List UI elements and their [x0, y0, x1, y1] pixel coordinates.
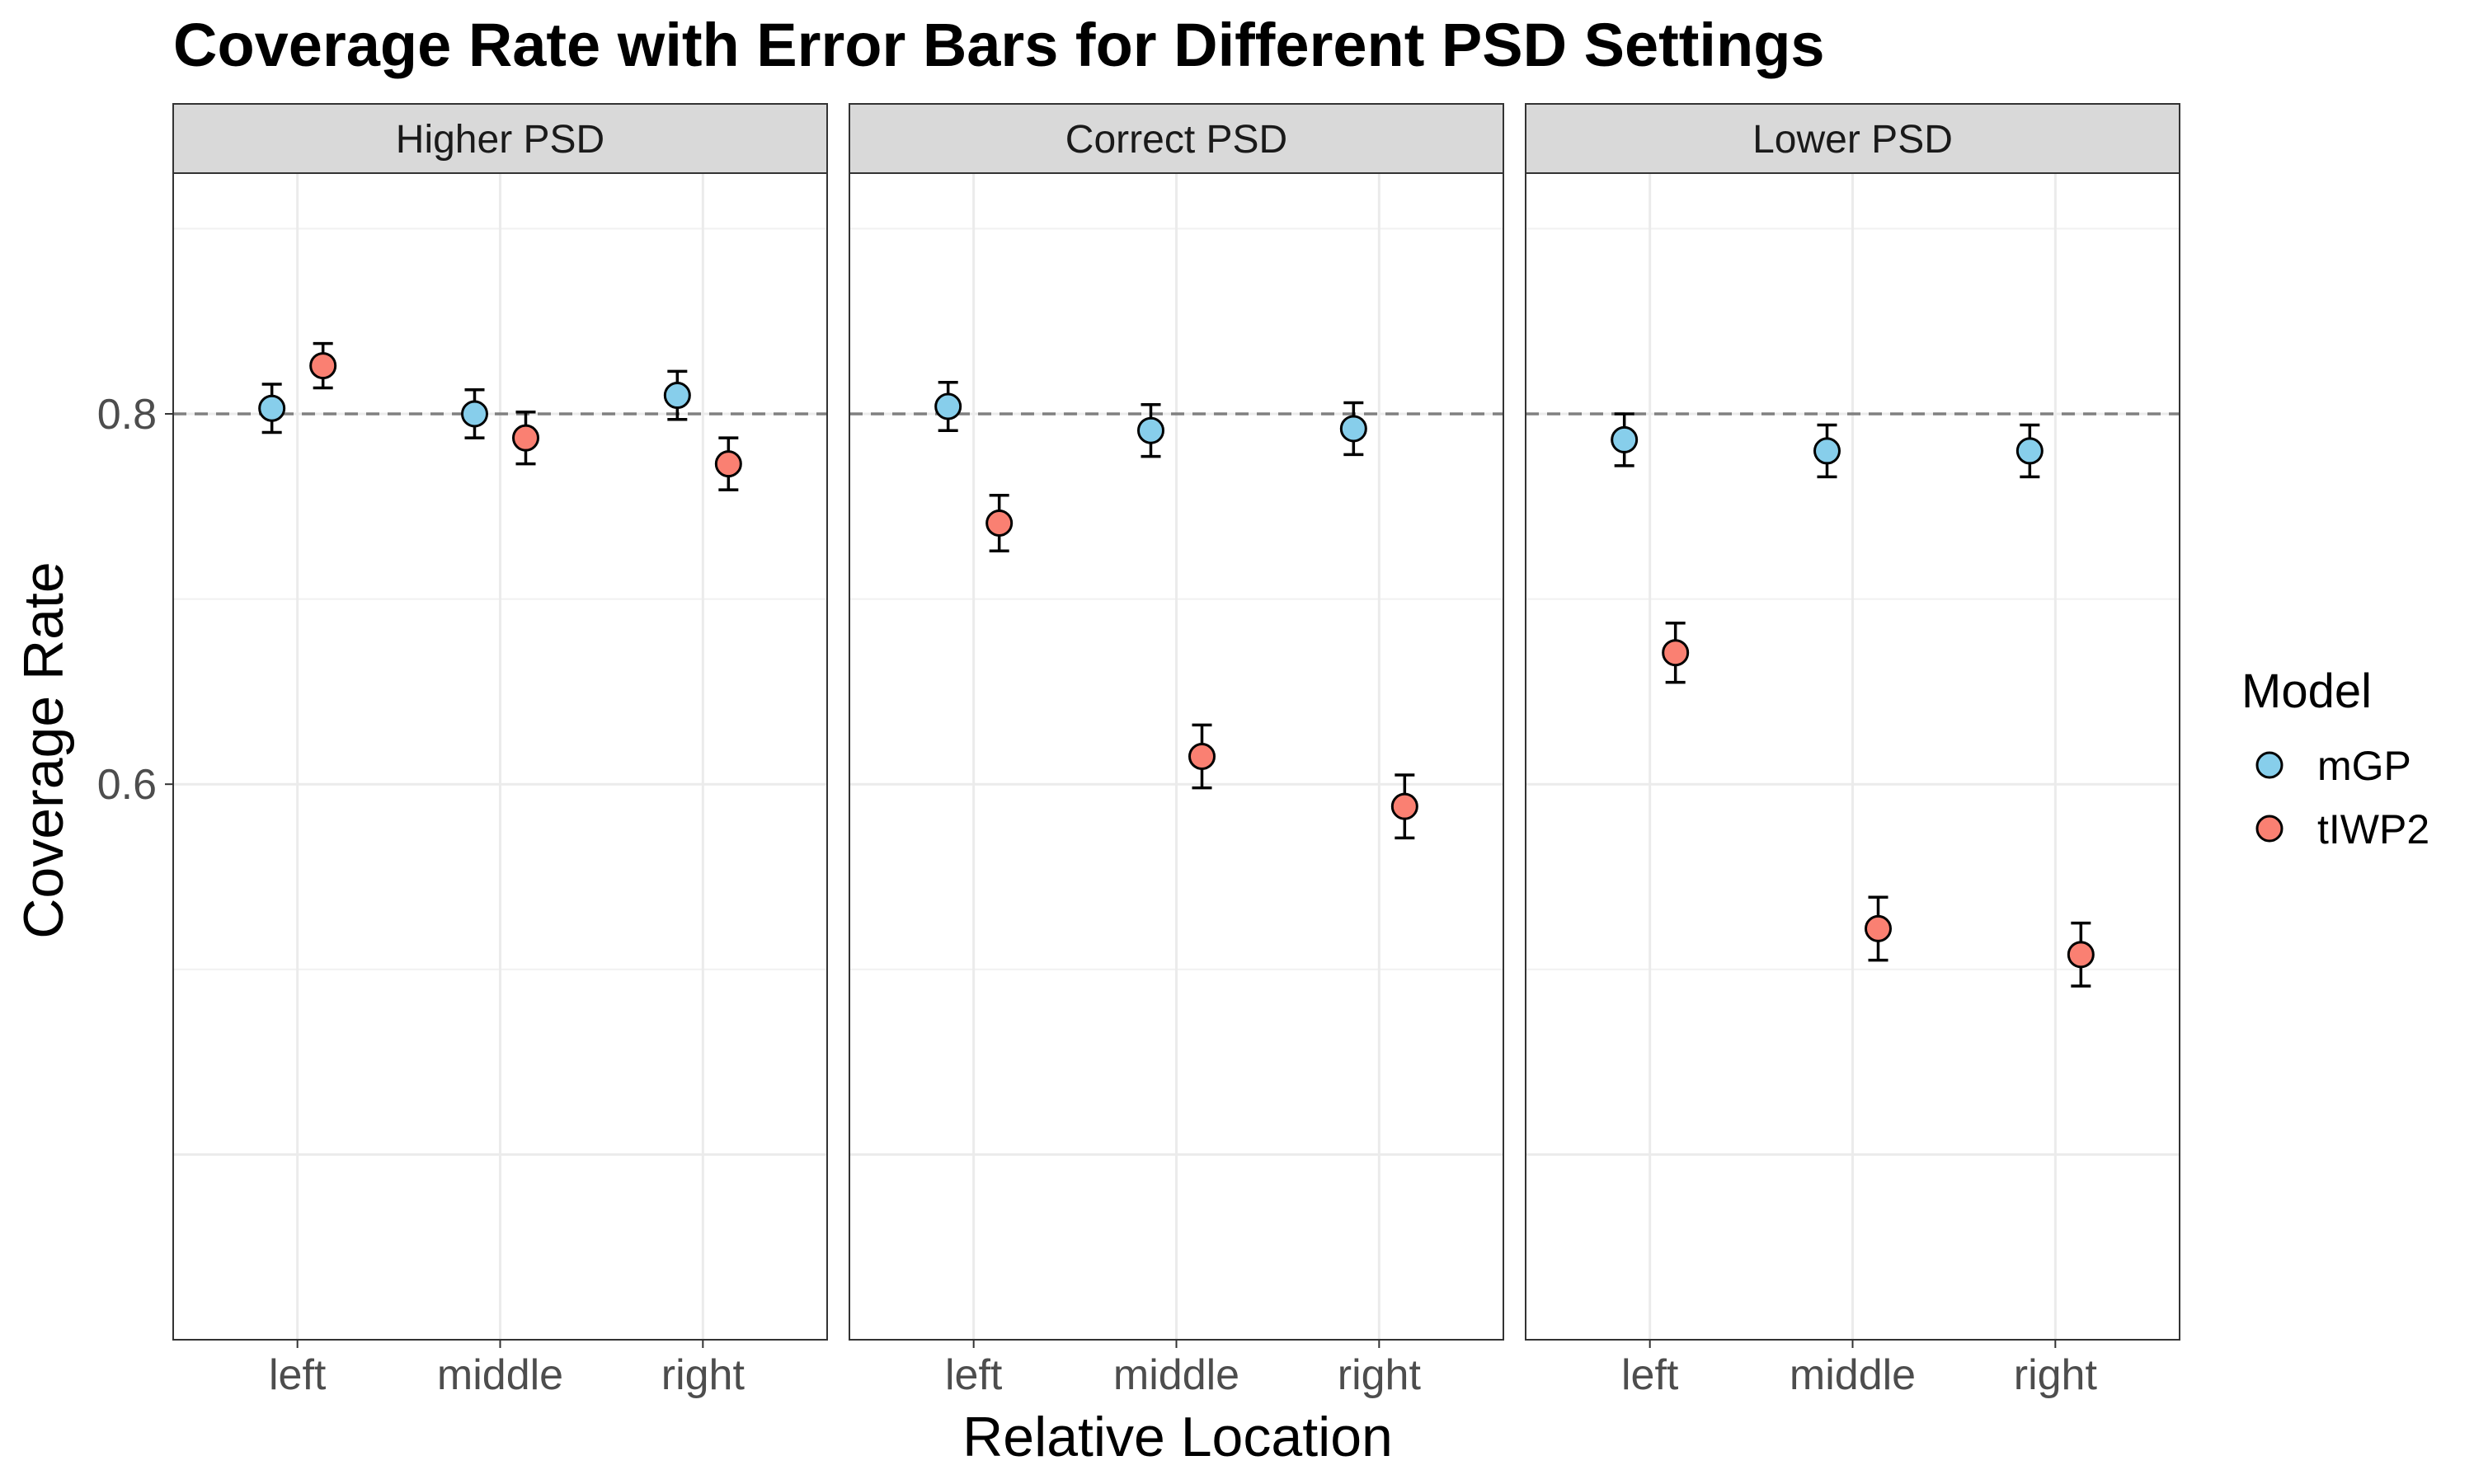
facet-panel: Lower PSD left middle right	[1525, 103, 2180, 1399]
data-point-mGP	[1339, 415, 1367, 443]
legend-key-tIWP2	[2255, 815, 2284, 843]
x-axis-title: Relative Location	[962, 1406, 1393, 1468]
facet-panel: Correct PSD left middle right	[849, 103, 1504, 1399]
facet-strip	[1525, 103, 2180, 174]
data-point-mGP	[934, 392, 962, 420]
x-tick-label: middle	[1790, 1351, 1916, 1399]
facet-label: Correct PSD	[1065, 118, 1287, 162]
x-tick-label: left	[269, 1351, 327, 1399]
data-point-mGP	[1813, 437, 1841, 465]
data-point-tIWP2	[985, 510, 1014, 537]
data-point-mGP	[2015, 437, 2044, 465]
data-point-tIWP2	[1188, 743, 1216, 770]
data-point-tIWP2	[1662, 639, 1690, 667]
data-point-mGP	[1137, 416, 1164, 444]
x-tick-label: middle	[437, 1351, 563, 1399]
facet-label: Higher PSD	[396, 118, 604, 162]
x-tick-label: right	[1338, 1351, 1422, 1399]
x-tick-label: left	[945, 1351, 1003, 1399]
x-tick-label: right	[2014, 1351, 2098, 1399]
legend-label: tIWP2	[2317, 806, 2429, 852]
data-point-mGP	[461, 400, 488, 428]
x-tick-label: middle	[1113, 1351, 1239, 1399]
data-point-tIWP2	[2067, 941, 2095, 969]
data-point-mGP	[1611, 425, 1639, 453]
y-axis: 0.6 0.8	[97, 391, 173, 809]
facet-strip	[172, 103, 828, 174]
data-point-tIWP2	[1865, 914, 1892, 942]
data-point-tIWP2	[1390, 792, 1418, 820]
y-tick-label: 0.6	[97, 761, 157, 809]
data-point-mGP	[258, 394, 286, 422]
legend-key-mGP	[2255, 751, 2284, 779]
legend-label: mGP	[2317, 743, 2411, 789]
facet-panel: Higher PSD left middle right	[172, 103, 828, 1399]
legend-title: Model	[2241, 665, 2372, 718]
data-point-tIWP2	[309, 352, 337, 380]
data-point-mGP	[663, 382, 691, 410]
y-tick-label: 0.8	[97, 391, 157, 439]
data-point-tIWP2	[512, 424, 539, 452]
x-tick-label: left	[1621, 1351, 1679, 1399]
facet-panels: Higher PSD left middle right Correct PSD left…	[172, 103, 2180, 1399]
legend: Model mGP tIWP2	[2241, 665, 2429, 852]
y-axis-title: Coverage Rate	[12, 561, 75, 938]
x-tick-label: right	[661, 1351, 745, 1399]
facet-label: Lower PSD	[1752, 118, 1953, 162]
data-point-tIWP2	[714, 450, 742, 478]
chart-title: Coverage Rate with Error Bars for Differ…	[173, 11, 1825, 79]
